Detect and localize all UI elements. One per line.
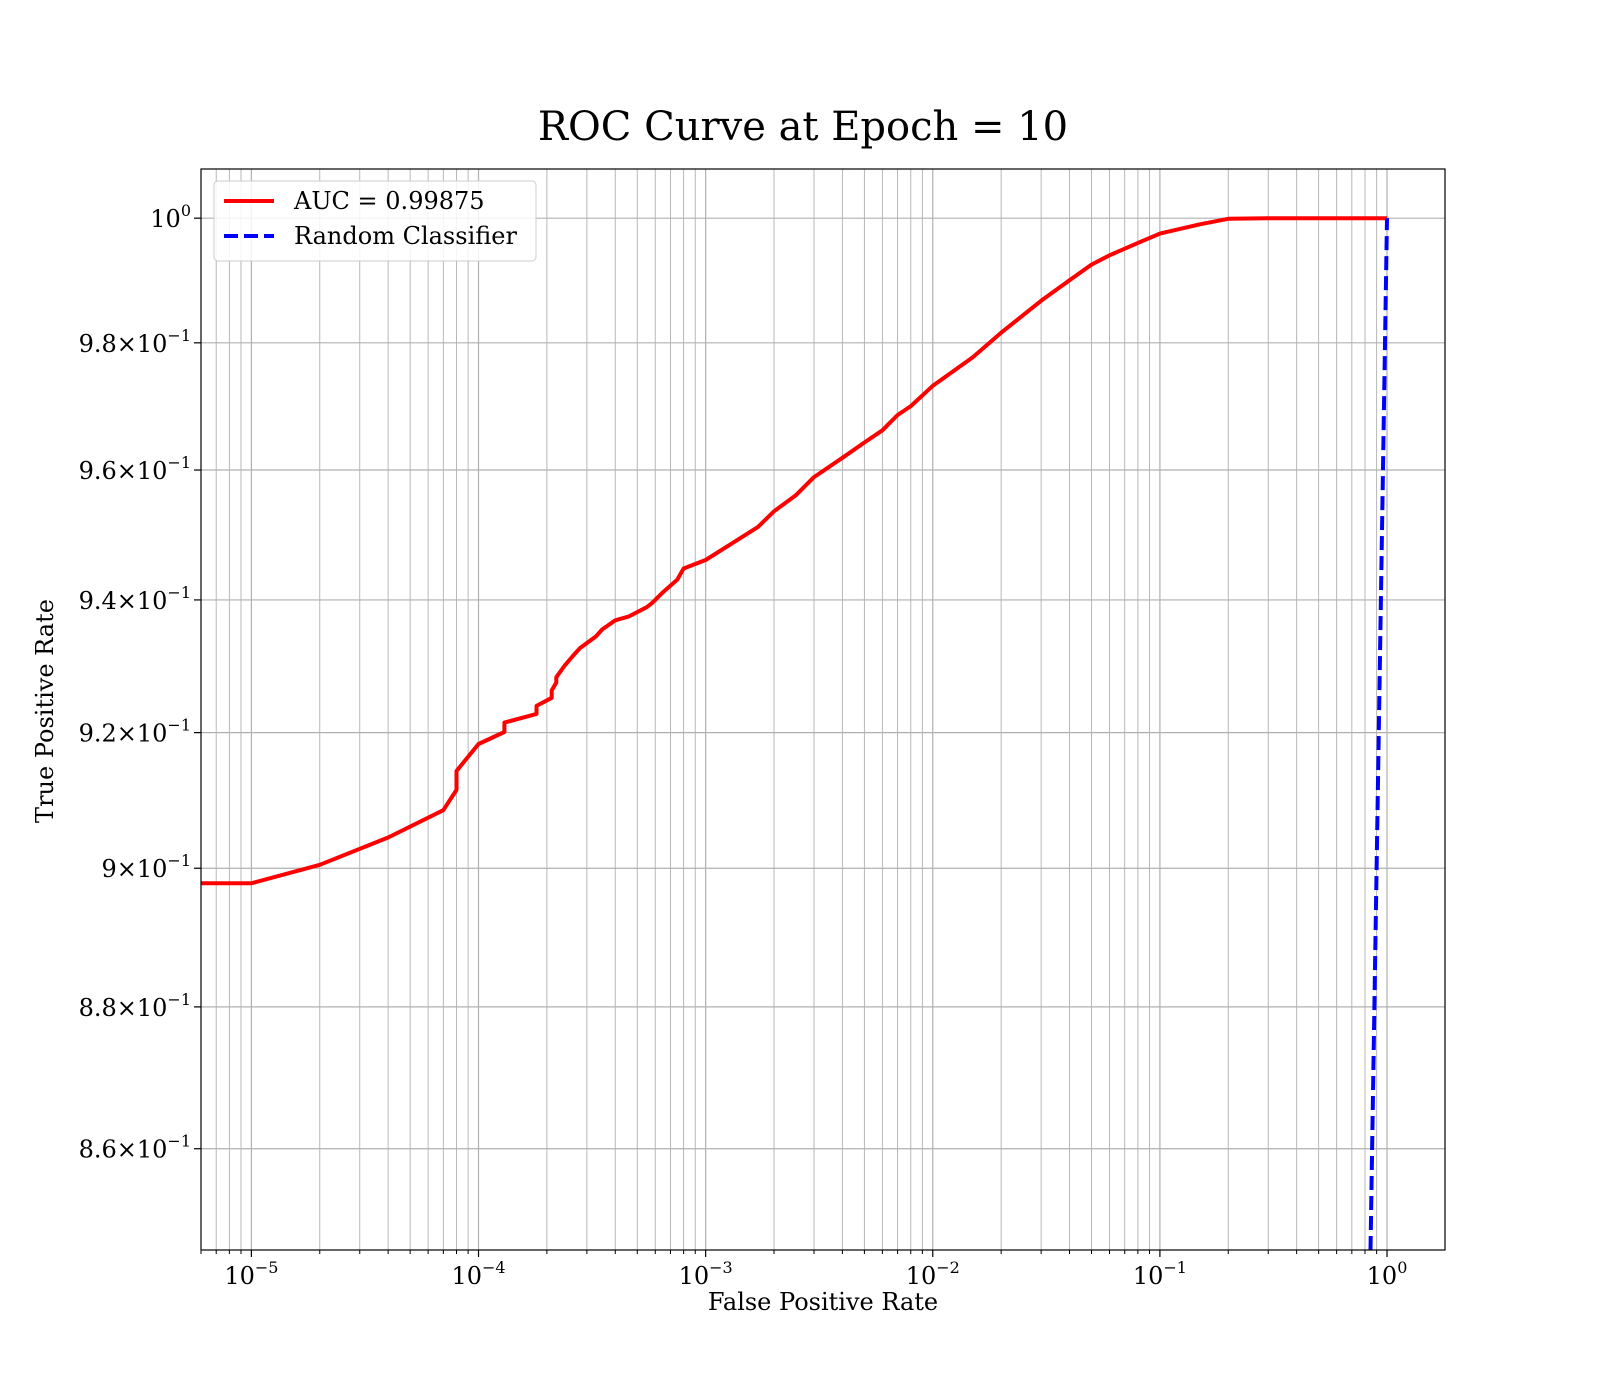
x-tick-label: 10−2 (906, 1258, 960, 1290)
legend-label-auc: AUC = 0.99875 (293, 187, 485, 215)
y-axis-ticks: 100 9.8×10−1 9.6×10−1 9.4×10−1 9.2×10−1 9×10−… (79, 201, 201, 1164)
grid-major-lines (201, 169, 1445, 1250)
y-tick-label: 9×10−1 (101, 851, 191, 883)
y-tick-label: 9.6×10−1 (79, 453, 191, 485)
x-tick-label: 10−5 (224, 1258, 278, 1290)
legend-label-random: Random Classifier (294, 222, 517, 250)
legend: AUC = 0.99875 Random Classifier (213, 180, 537, 262)
x-axis-ticks: 10−5 10−4 10−3 10−2 10−1 100 (224, 1250, 1407, 1290)
y-tick-label: 9.2×10−1 (79, 716, 191, 748)
grid-minor-lines (200, 169, 1378, 1254)
random-classifier-line (1368, 218, 1389, 1250)
y-axis-label: True Positive Rate (31, 599, 59, 823)
y-tick-label: 9.4×10−1 (79, 583, 191, 615)
curves (201, 216, 1389, 1250)
x-tick-label: 100 (1367, 1258, 1408, 1290)
x-axis-label: False Positive Rate (708, 1288, 938, 1316)
y-tick-label: 100 (150, 201, 191, 233)
y-tick-label: 8.8×10−1 (79, 990, 191, 1022)
x-tick-label: 10−3 (679, 1258, 733, 1290)
roc-curve-line (201, 216, 1387, 886)
y-tick-label: 8.6×10−1 (79, 1132, 191, 1164)
y-tick-label: 9.8×10−1 (79, 326, 191, 358)
x-tick-label: 10−4 (451, 1258, 505, 1290)
chart-title: ROC Curve at Epoch = 10 (538, 104, 1068, 150)
plot-frame (200, 168, 1446, 1251)
legend-box (213, 180, 537, 262)
x-tick-label: 10−1 (1133, 1258, 1187, 1290)
